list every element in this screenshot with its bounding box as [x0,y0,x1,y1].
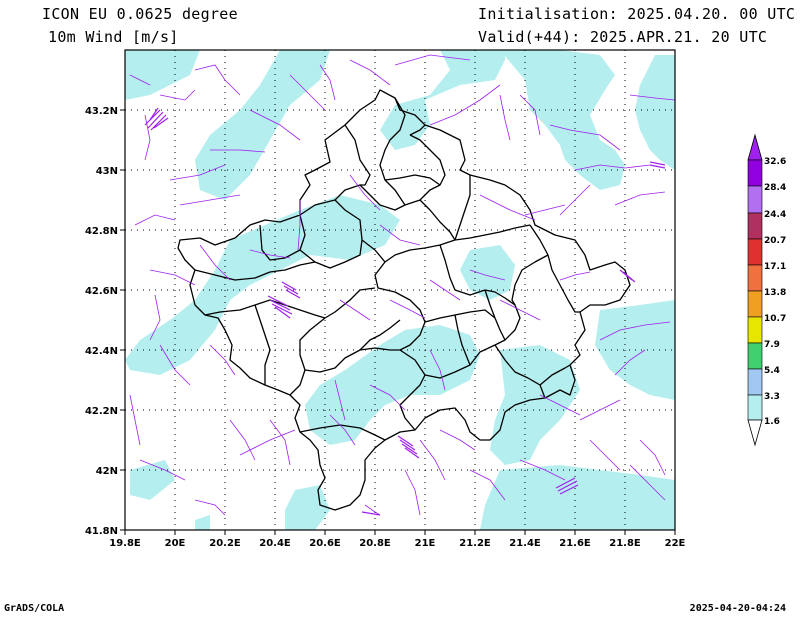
y-tick-label: 43.2N [85,106,118,117]
x-tick-label: 20.2E [209,538,241,549]
colorbar: 32.6 28.4 24.4 20.7 17.1 13.8 10.7 7.9 5… [747,133,786,447]
valid-time: Valid(+44): 2025.APR.21. 20 UTC [478,28,768,46]
colorbar-label: 7.9 [764,340,780,350]
model-title: ICON EU 0.0625 degree [42,5,238,23]
render-timestamp: 2025-04-20-04:24 [689,603,786,614]
x-tick-label: 20.8E [359,538,391,549]
colorbar-swatch [747,316,763,344]
x-axis-labels: 19.8E 20E 20.2E 20.4E 20.6E 20.8E 21E 21… [109,538,685,549]
x-tick-label: 21.8E [609,538,641,549]
colorbar-label: 13.8 [764,288,786,298]
wind-vectors [129,54,675,516]
colorbar-swatch [747,238,763,266]
y-tick-label: 42.2N [85,406,118,417]
colorbar-swatch [747,290,763,318]
x-tick-label: 21.2E [459,538,491,549]
colorbar-swatch [747,368,763,396]
x-tick-label: 22E [665,538,686,549]
x-tick-label: 21.6E [559,538,591,549]
x-tick-label: 20E [165,538,186,549]
colorbar-label: 20.7 [764,236,786,246]
colorbar-label: 5.4 [764,366,780,376]
y-tick-label: 41.8N [85,526,118,537]
colorbar-swatch [747,185,763,214]
x-tick-label: 20.4E [259,538,291,549]
colorbar-swatch [747,342,763,370]
colorbar-label: 24.4 [764,210,786,220]
y-tick-label: 42.4N [85,346,118,357]
colorbar-top-triangle [747,133,763,161]
y-tick-label: 42.8N [85,226,118,237]
colorbar-label: 32.6 [764,157,786,167]
x-tick-label: 21E [415,538,436,549]
colorbar-swatch [747,264,763,292]
colorbar-swatch [747,159,763,187]
grads-credit: GrADS/COLA [4,603,65,614]
colorbar-label: 10.7 [764,314,786,324]
y-axis-labels: 43.2N 43N 42.8N 42.6N 42.4N 42.2N 42N 41… [85,106,118,537]
y-tick-label: 43N [96,166,118,177]
y-tick-label: 42.6N [85,286,118,297]
x-tick-label: 21.4E [509,538,541,549]
colorbar-swatch [747,212,763,240]
colorbar-swatch [747,394,763,421]
colorbar-label: 17.1 [764,262,786,272]
colorbar-label: 3.3 [764,392,780,402]
initialisation-time: Initialisation: 2025.04.20. 00 UTC [478,5,796,23]
colorbar-label: 1.6 [764,417,780,427]
variable-title: 10m Wind [m/s] [48,28,179,46]
axis-ticks [120,109,676,535]
x-tick-label: 20.6E [309,538,341,549]
x-tick-label: 19.8E [109,538,141,549]
colorbar-bottom-triangle [747,419,763,447]
y-tick-label: 42N [96,466,118,477]
colorbar-label: 28.4 [764,183,786,193]
wind-speed-shading [125,50,675,530]
map-grid [125,50,675,530]
admin-borders [177,89,631,511]
strong-wind-clusters [144,107,666,516]
